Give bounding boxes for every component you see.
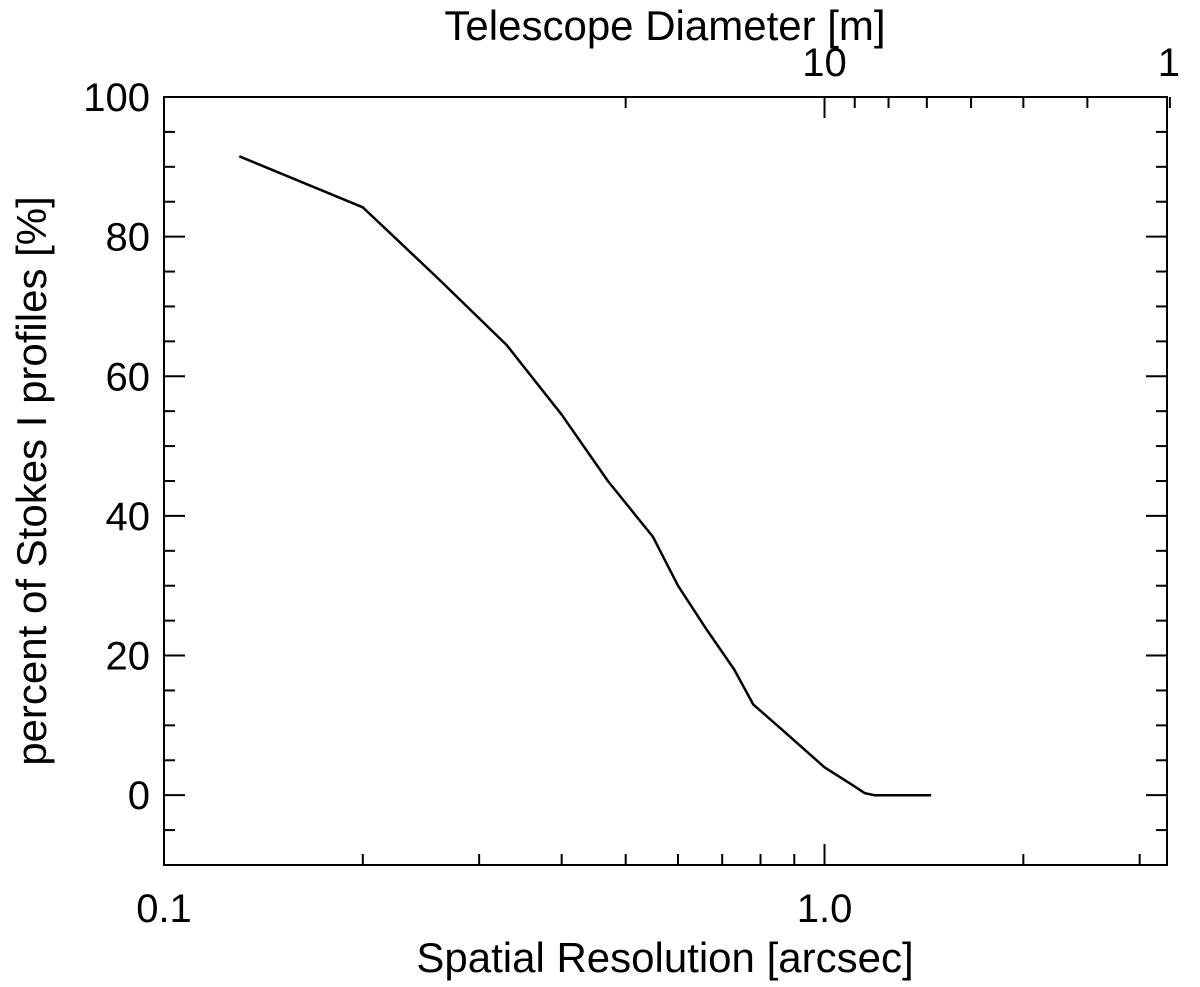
series-line-0: [238, 155, 932, 797]
y-tick-label: 80: [106, 216, 151, 260]
tick-labels: 0.1 1.0 0 20 40 60 80 100 10 1: [83, 41, 1180, 931]
y-tick-label: 20: [106, 635, 151, 679]
y-tick-label: 40: [106, 495, 151, 539]
top-tick-label: 1: [1158, 41, 1180, 85]
x-tick-label: 1.0: [797, 887, 853, 931]
y-tick-label: 100: [83, 76, 150, 120]
y-axis-title: percent of Stokes I profiles [%]: [8, 196, 55, 766]
plot-frame: [163, 96, 1168, 866]
minor-ticks: [164, 97, 1171, 866]
top-tick-label: 10: [802, 41, 847, 85]
top-axis-title: Telescope Diameter [m]: [444, 2, 885, 49]
major-ticks: [163, 96, 1167, 865]
x-tick-label: 0.1: [136, 887, 192, 931]
y-tick-label: 0: [128, 774, 150, 818]
x-axis-title: Spatial Resolution [arcsec]: [416, 934, 913, 981]
series-layer: [238, 155, 932, 797]
y-tick-label: 60: [106, 355, 151, 399]
